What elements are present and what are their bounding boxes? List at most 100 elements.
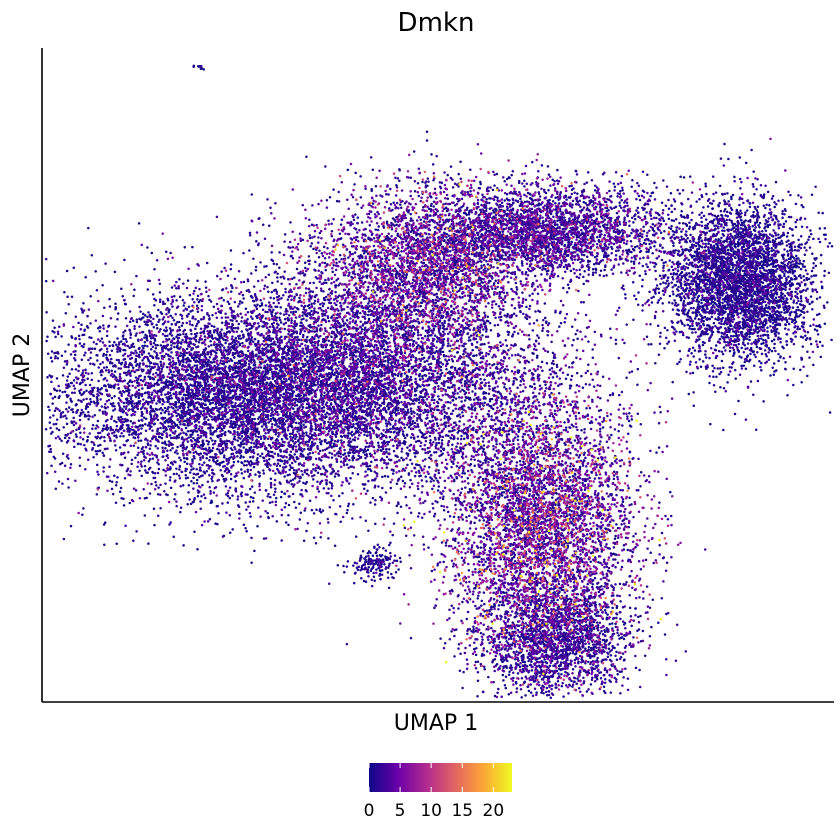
scatter-point [395,482,399,486]
scatter-point [637,615,640,619]
scatter-point [648,242,651,246]
scatter-point [585,628,589,631]
scatter-point [607,647,611,650]
scatter-point [427,466,431,469]
scatter-point [67,343,70,346]
scatter-point [680,230,683,233]
scatter-point [463,472,466,475]
scatter-point [252,496,255,500]
scatter-point [790,320,794,324]
scatter-point [356,216,360,219]
scatter-point [69,463,73,466]
scatter-point [571,203,574,206]
scatter-point [301,314,304,317]
scatter-point [765,314,769,317]
scatter-point [298,480,301,483]
scatter-point [490,626,493,630]
scatter-point [507,348,510,352]
scatter-point [425,139,429,142]
scatter-point [305,355,309,358]
scatter-point [683,216,686,219]
scatter-point [718,184,722,188]
scatter-point [167,406,170,409]
scatter-point [356,203,359,206]
scatter-point [257,339,260,343]
scatter-point [670,210,674,214]
scatter-point [99,388,102,391]
scatter-point [209,339,212,343]
scatter-point [229,263,233,266]
scatter-point [295,282,298,286]
scatter-point [442,495,445,498]
scatter-point [593,576,597,580]
scatter-point [631,178,634,182]
scatter-point [770,339,774,343]
scatter-point [573,621,577,624]
scatter-point [683,324,686,327]
scatter-point [793,274,796,278]
scatter-point [485,650,489,653]
scatter-point [566,373,570,377]
scatter-point [229,249,233,252]
scatter-point [146,315,149,319]
scatter-point [769,374,772,377]
scatter-point [503,300,507,304]
scatter-point [615,211,619,215]
scatter-point [628,496,631,500]
scatter-point [568,184,571,188]
scatter-point [772,346,776,350]
scatter-point [269,477,273,480]
scatter-point [479,182,482,186]
scatter-point [159,360,162,364]
scatter-point [474,568,477,571]
scatter-point [523,367,526,370]
scatter-point [86,435,90,439]
scatter-point [625,376,628,380]
scatter-point [155,408,159,411]
scatter-point [563,216,566,219]
scatter-point [519,197,522,201]
scatter-point [604,527,608,531]
scatter-point [375,551,378,554]
scatter-point [116,337,119,340]
scatter-point [210,500,214,504]
scatter-point [692,404,696,408]
scatter-point [70,368,74,371]
scatter-point [262,410,265,414]
scatter-point [280,490,284,494]
scatter-point [828,411,832,414]
scatter-point [66,375,70,378]
scatter-point [113,341,116,344]
scatter-point [617,429,620,433]
scatter-point [446,400,450,404]
scatter-point [303,261,307,265]
scatter-point [495,172,499,176]
scatter-point [165,365,169,369]
scatter-point [772,338,776,341]
scatter-point [178,328,181,332]
scatter-point [392,425,395,428]
scatter-point [455,423,458,427]
scatter-point [232,460,236,464]
scatter-point [291,440,295,443]
scatter-point [467,547,470,550]
scatter-point [147,329,151,332]
scatter-point [242,455,245,459]
scatter-point [229,290,233,293]
scatter-point [603,585,606,588]
scatter-point [701,296,704,300]
scatter-point [603,268,606,272]
scatter-point [279,312,282,315]
scatter-point [786,250,789,253]
scatter-point [153,523,156,527]
scatter-point [505,291,509,295]
scatter-point [812,363,815,367]
scatter-point [178,468,181,471]
scatter-point [730,197,733,201]
scatter-point [766,223,770,227]
scatter-point [662,281,665,284]
scatter-point [749,380,753,383]
scatter-point [693,317,697,320]
scatter-point [371,554,375,557]
scatter-point [681,221,685,225]
